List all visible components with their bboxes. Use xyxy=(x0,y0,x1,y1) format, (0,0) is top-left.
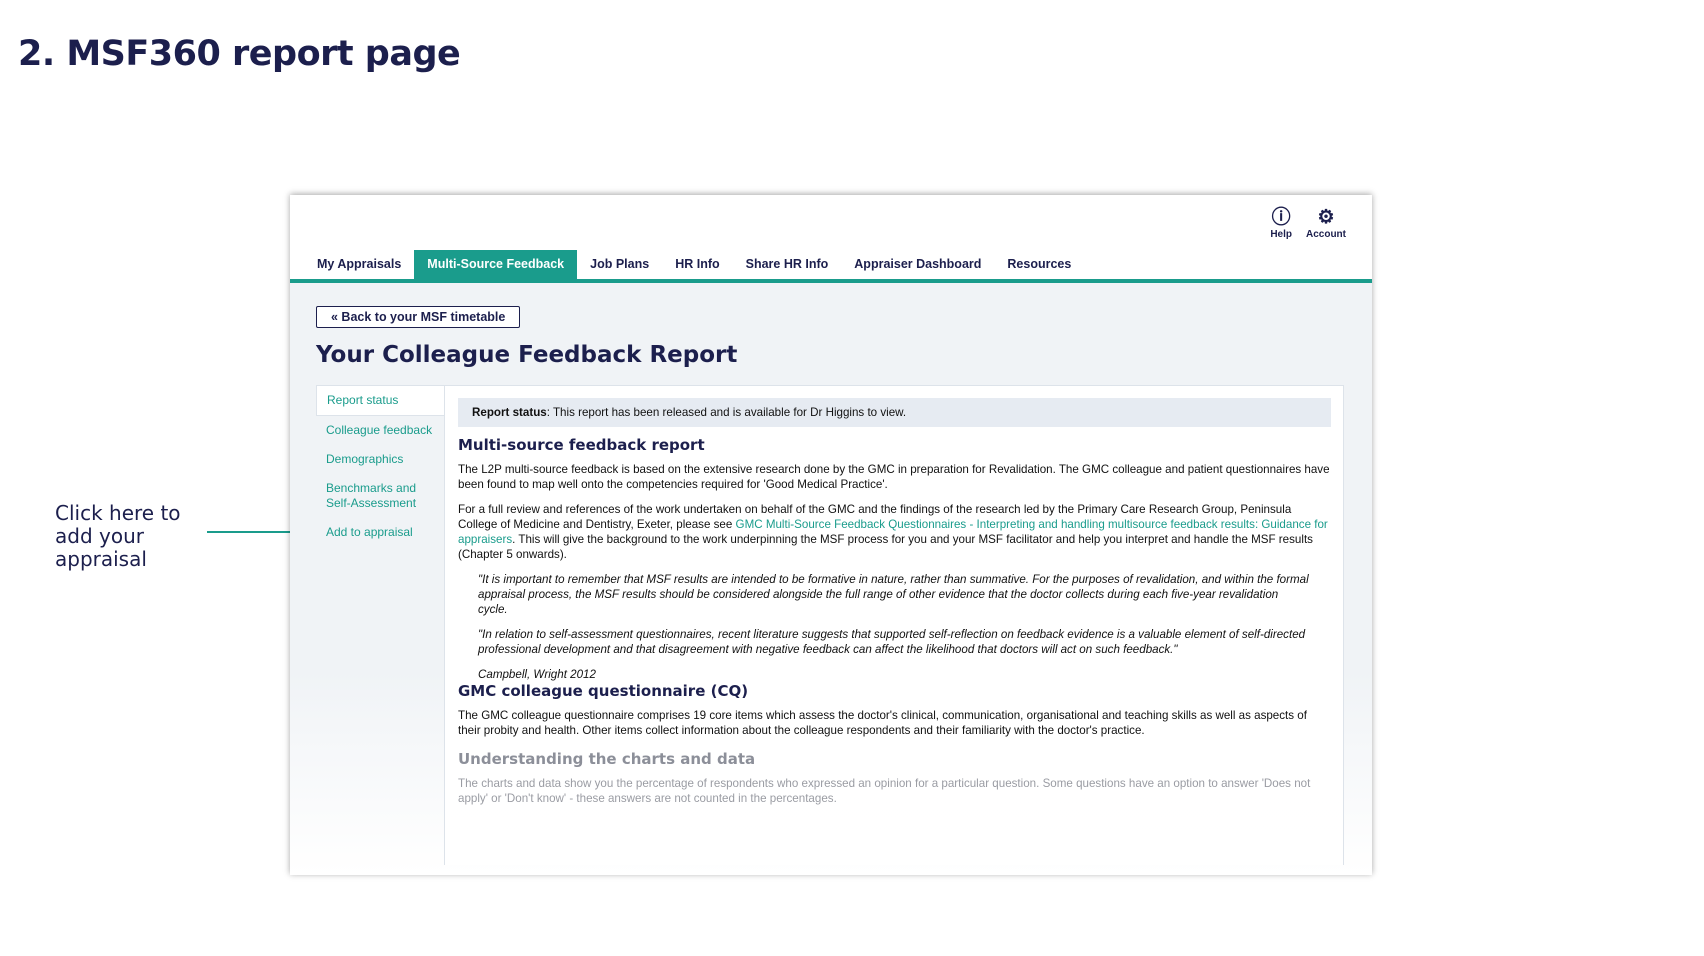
sidebar-item-colleague-feedback[interactable]: Colleague feedback xyxy=(326,423,433,437)
paragraph: The GMC colleague questionnaire comprise… xyxy=(458,709,1307,737)
account-label: Account xyxy=(1306,229,1346,240)
tab-my-appraisals[interactable]: My Appraisals xyxy=(317,257,402,271)
help-icon: ⓘ xyxy=(1271,207,1291,228)
app-window: ⓘ Help ⚙ Account My Appraisals Multi-Sourc… xyxy=(290,195,1372,875)
section-heading: Multi-source feedback report xyxy=(458,436,705,454)
sidebar-item-report-status[interactable]: Report status xyxy=(316,385,445,416)
page-title: Your Colleague Feedback Report xyxy=(316,342,738,368)
status-label: Report status xyxy=(472,406,547,419)
report-panel: Report status: This report has been rele… xyxy=(444,385,1344,865)
tab-appraiser-dashboard[interactable]: Appraiser Dashboard xyxy=(854,257,982,271)
help-label: Help xyxy=(1270,229,1292,240)
tab-share-hr-info[interactable]: Share HR Info xyxy=(745,257,829,271)
tab-job-plans[interactable]: Job Plans xyxy=(590,257,650,271)
paragraph: The L2P multi-source feedback is based o… xyxy=(458,463,1330,491)
section-heading: GMC colleague questionnaire (CQ) xyxy=(458,682,749,700)
sidebar-item-benchmarks[interactable]: Benchmarks and Self-Assessment xyxy=(326,481,417,510)
gear-icon: ⚙ xyxy=(1317,207,1335,228)
sidebar-item-demographics[interactable]: Demographics xyxy=(326,452,404,466)
gmc-guidance-link[interactable]: GMC Multi-Source Feedback Questionnaires… xyxy=(458,518,1328,546)
tab-multi-source-feedback[interactable]: Multi-Source Feedback xyxy=(414,250,578,279)
header: ⓘ Help ⚙ Account My Appraisals Multi-Sourc… xyxy=(290,195,1372,283)
account-button[interactable]: ⚙ Account xyxy=(1306,207,1346,240)
back-to-timetable-button[interactable]: « Back to your MSF timetable xyxy=(316,306,521,328)
slide-title: 2. MSF360 report page xyxy=(18,34,461,74)
paragraph: For a full review and references of the … xyxy=(458,502,1331,562)
sidebar-item-add-to-appraisal[interactable]: Add to appraisal xyxy=(326,525,413,539)
text: . This will give the background to the w… xyxy=(458,533,1313,561)
citation: Campbell, Wright 2012 xyxy=(478,668,596,681)
paragraph: The charts and data show you the percent… xyxy=(458,777,1311,805)
section-heading: Understanding the charts and data xyxy=(458,750,756,768)
tab-resources[interactable]: Resources xyxy=(1007,257,1072,271)
quote: "In relation to self-assessment question… xyxy=(478,628,1306,656)
annotation-text: Click here to add your appraisal xyxy=(55,501,181,571)
tab-hr-info[interactable]: HR Info xyxy=(675,257,720,271)
quote: "It is important to remember that MSF re… xyxy=(478,573,1309,616)
sidebar: Report status Colleague feedback Demogra… xyxy=(316,385,445,547)
main-nav: My Appraisals Multi-Source Feedback Job … xyxy=(304,250,1084,279)
text: For a full review and references of the … xyxy=(458,503,1292,531)
annotation-arrow xyxy=(207,526,311,538)
help-button[interactable]: ⓘ Help xyxy=(1270,207,1292,240)
status-banner: Report status: This report has been rele… xyxy=(458,398,1331,427)
status-text: : This report has been released and is a… xyxy=(546,406,907,419)
